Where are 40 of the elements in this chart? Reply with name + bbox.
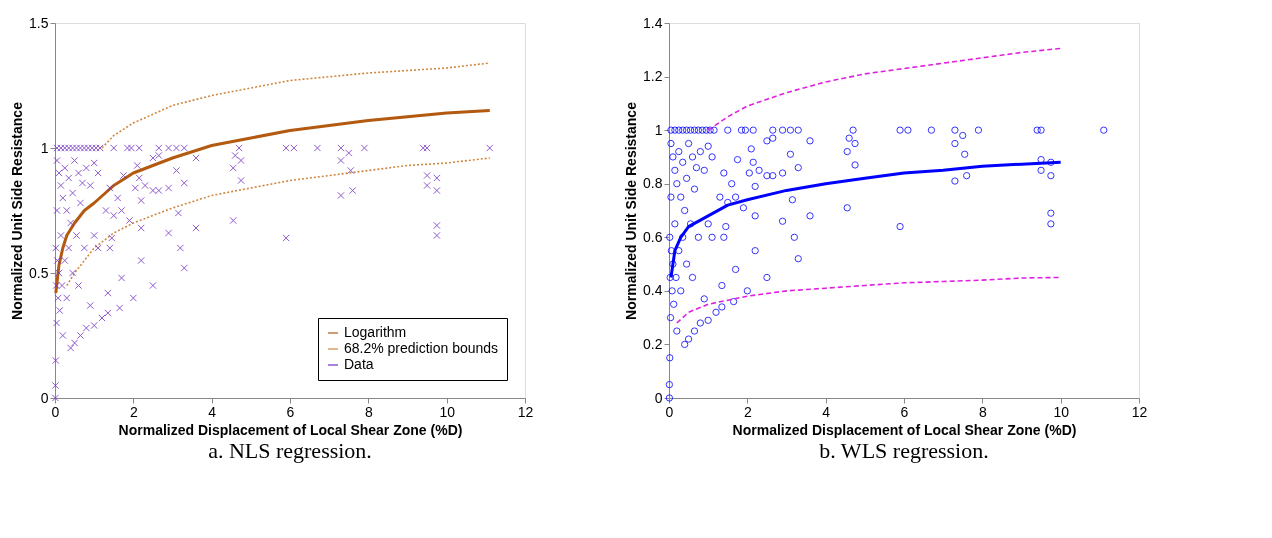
x-tick-label: 4 xyxy=(208,403,217,420)
y-tick-label: 0 xyxy=(40,389,49,406)
x-tick-label: 6 xyxy=(900,403,909,420)
y-axis-title: Normalized Unit Side Resistance xyxy=(623,101,640,320)
y-tick-label: 1.4 xyxy=(643,14,663,31)
y-tick-label: 0 xyxy=(654,389,663,406)
y-tick-label: 1.5 xyxy=(29,14,49,31)
y-tick-label: 0.5 xyxy=(29,264,49,281)
line-series xyxy=(65,157,491,287)
x-tick-label: 10 xyxy=(1053,403,1070,420)
x-tick-label: 6 xyxy=(286,403,295,420)
x-tick-label: 10 xyxy=(439,403,456,420)
y-tick-label: 0.8 xyxy=(643,175,663,192)
x-tick-label: 4 xyxy=(822,403,831,420)
x-axis-title: Normalized Displacement of Local Shear Zone (%D) xyxy=(118,421,463,438)
x-tick-label: 0 xyxy=(51,403,60,420)
line-series xyxy=(707,47,1062,131)
y-axis-title: Normalized Unit Side Resistance xyxy=(9,101,26,320)
y-tick-label: 1.2 xyxy=(643,68,663,85)
y-tick-label: 0.2 xyxy=(643,335,663,352)
text: a. NLS regression. xyxy=(208,438,372,463)
text: b. WLS regression. xyxy=(819,438,989,463)
line-series xyxy=(54,109,492,295)
x-tick-label: 12 xyxy=(517,403,534,420)
x-tick-label: 2 xyxy=(129,403,138,420)
y-tick-label: 1 xyxy=(654,121,663,138)
x-tick-label: 2 xyxy=(743,403,752,420)
x-tick-label: 8 xyxy=(364,403,373,420)
legend-label: Data xyxy=(344,356,374,372)
line-series xyxy=(676,276,1062,324)
x-tick-label: 8 xyxy=(978,403,987,420)
x-tick-label: 12 xyxy=(1131,403,1148,420)
legend-label: Logarithm xyxy=(344,324,407,340)
line-series xyxy=(101,62,491,149)
y-tick-label: 1 xyxy=(40,139,49,156)
x-tick-label: 0 xyxy=(665,403,674,420)
legend-label: 68.2% prediction bounds xyxy=(344,340,499,356)
y-tick-label: 0.4 xyxy=(643,282,663,299)
x-axis-title: Normalized Displacement of Local Shear Zone (%D) xyxy=(732,421,1077,438)
y-tick-label: 0.6 xyxy=(643,228,663,245)
